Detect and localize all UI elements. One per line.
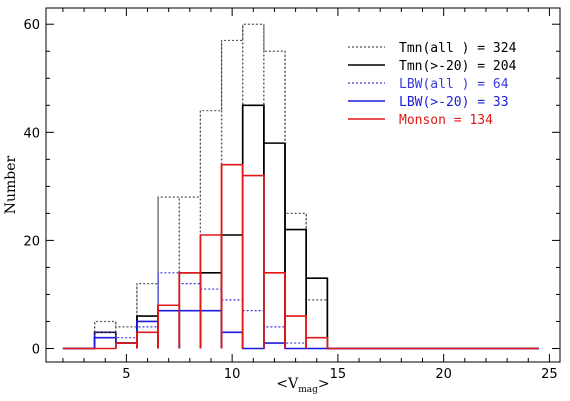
legend-label: Monson = 134 [399, 113, 493, 128]
y-axis-title: Number [3, 155, 19, 214]
series-lines [62, 23, 539, 350]
y-tick-labels: 0 20 40 60 [23, 18, 40, 357]
y-tick-label: 40 [23, 126, 40, 141]
legend-label: LBW(all ) = 64 [399, 77, 509, 92]
x-axis-title: <Vmag> [276, 376, 329, 395]
legend: Tmn(all ) = 324 Tmn(>-20) = 204 LBW(all ) … [348, 41, 517, 128]
series-line-1 [62, 104, 539, 350]
x-tick-label: 20 [435, 367, 452, 382]
x-tick-label: 25 [541, 367, 558, 382]
x-tick-labels: 5 10 15 20 25 [122, 367, 557, 382]
x-tick-label: 15 [330, 367, 347, 382]
plot-frame [45, 7, 561, 363]
y-tick-label: 60 [23, 18, 40, 33]
series-line-2 [62, 272, 539, 350]
y-tick-label: 20 [23, 234, 40, 249]
legend-label: LBW(>-20) = 33 [399, 95, 509, 110]
x-axis-title-main: <V [276, 376, 299, 392]
legend-label: Tmn(all ) = 324 [399, 41, 517, 56]
x-tick-label: 5 [122, 367, 130, 382]
y-tick-label: 0 [32, 342, 40, 357]
x-axis-title-subscript: mag [298, 385, 318, 395]
axis-ticks [46, 8, 560, 362]
x-axis-title-close: > [318, 376, 330, 392]
legend-label: Tmn(>-20) = 204 [399, 59, 517, 74]
x-tick-label: 10 [224, 367, 241, 382]
series-line-4 [62, 163, 539, 350]
series-line-0 [62, 23, 539, 350]
